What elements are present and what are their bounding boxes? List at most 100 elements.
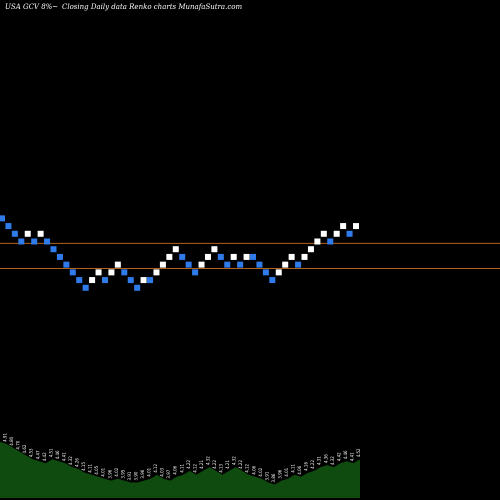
renko-brick	[295, 261, 302, 268]
renko-brick	[192, 269, 199, 276]
volume-label: 4.47	[35, 450, 40, 459]
renko-brick	[333, 230, 340, 237]
volume-label: 4.21	[225, 460, 230, 469]
renko-brick	[153, 269, 160, 276]
volume-label: 4.03	[160, 467, 165, 476]
renko-brick	[275, 269, 282, 276]
volume-label: 4.12	[245, 463, 250, 472]
volume-label: 4.42	[336, 452, 341, 461]
renko-brick	[320, 230, 327, 237]
renko-brick	[89, 277, 96, 284]
renko-brick	[327, 238, 334, 245]
renko-brick	[256, 261, 263, 268]
volume-label: 4.46	[55, 450, 60, 459]
renko-brick	[31, 238, 38, 245]
volume-label: 4.53	[29, 448, 34, 457]
volume-label: 4.11	[291, 463, 296, 472]
renko-bricks	[0, 215, 359, 291]
volume-label: 4.16	[304, 462, 309, 471]
volume-label: 4.62	[22, 444, 27, 453]
volume-label: 4.96	[0, 431, 1, 440]
volume-label: 4.32	[68, 456, 73, 465]
volume-label: 4.32	[232, 456, 237, 465]
renko-brick	[269, 277, 276, 284]
renko-brick	[237, 261, 244, 268]
renko-brick	[166, 253, 173, 260]
volume-label: 4.06	[297, 465, 302, 474]
volume-label: 4.05	[94, 465, 99, 474]
volume-label: 3.86	[271, 473, 276, 482]
volume-label: 3.96	[278, 469, 283, 478]
volume-label: 4.31	[317, 456, 322, 465]
renko-brick	[121, 269, 128, 276]
renko-brick	[101, 277, 108, 284]
volume-label: 4.22	[212, 460, 217, 469]
volume-label: 4.32	[206, 456, 211, 465]
volume-label: 4.36	[323, 454, 328, 463]
renko-brick	[134, 284, 141, 291]
reference-lines	[0, 242, 500, 269]
volume-label: 4.22	[310, 460, 315, 469]
renko-brick	[147, 277, 154, 284]
volume-label: 4.21	[199, 460, 204, 469]
renko-brick	[353, 223, 359, 230]
renko-brick	[5, 223, 12, 230]
volume-label: 4.06	[173, 465, 178, 474]
volume-label: 4.42	[42, 452, 47, 461]
renko-brick	[211, 246, 218, 253]
volume-label: 3.90	[134, 471, 139, 480]
renko-brick	[82, 284, 89, 291]
renko-brick	[56, 253, 63, 260]
renko-brick	[11, 230, 18, 237]
renko-brick	[217, 253, 224, 260]
renko-brick	[250, 253, 257, 260]
renko-brick	[314, 238, 321, 245]
renko-brick	[346, 230, 353, 237]
renko-brick	[0, 215, 5, 222]
renko-brick	[204, 253, 211, 260]
renko-brick	[24, 230, 31, 237]
renko-brick	[179, 253, 186, 260]
renko-brick	[224, 261, 231, 268]
chart-ticker: USA GCV 8%~	[5, 3, 58, 11]
volume-label: 4.91	[3, 433, 8, 442]
renko-brick	[50, 246, 57, 253]
volume-label: 4.52	[356, 448, 361, 457]
volume-label: 4.01	[147, 467, 152, 476]
volume-label: 3.95	[120, 469, 125, 478]
renko-brick	[76, 277, 83, 284]
volume-label: 3.91	[127, 471, 132, 480]
chart-description: Closing Daily data Renko charts MunafaSu…	[62, 3, 242, 11]
renko-brick	[44, 238, 51, 245]
volume-label: 4.13	[219, 463, 224, 472]
volume-label: 4.01	[101, 467, 106, 476]
volume-label: 4.12	[153, 463, 158, 472]
volume-label: 4.32	[330, 456, 335, 465]
volume-label: 4.26	[75, 458, 80, 467]
volume-label: 4.11	[88, 463, 93, 472]
renko-brick	[243, 253, 250, 260]
volume-label: 4.70	[16, 440, 21, 449]
volume-label: 4.12	[192, 463, 197, 472]
renko-brick	[288, 253, 295, 260]
volume-label: 4.11	[179, 463, 184, 472]
renko-brick	[301, 253, 308, 260]
renko-brick	[185, 261, 192, 268]
volume-label: 4.22	[238, 460, 243, 469]
volume-label: 4.01	[284, 467, 289, 476]
renko-brick	[340, 223, 347, 230]
renko-brick	[172, 246, 179, 253]
volume-label: 4.80	[9, 436, 14, 445]
volume-label: 4.51	[48, 448, 53, 457]
volume-label: 4.06	[251, 465, 256, 474]
volume-panel: 4.964.914.804.704.624.534.474.424.514.46…	[0, 431, 361, 498]
renko-brick	[37, 230, 44, 237]
renko-brick	[230, 253, 237, 260]
volume-label: 4.15	[81, 462, 86, 471]
volume-label: 3.96	[107, 469, 112, 478]
renko-brick	[114, 261, 121, 268]
renko-brick	[69, 269, 76, 276]
volume-label: 3.97	[166, 469, 171, 478]
